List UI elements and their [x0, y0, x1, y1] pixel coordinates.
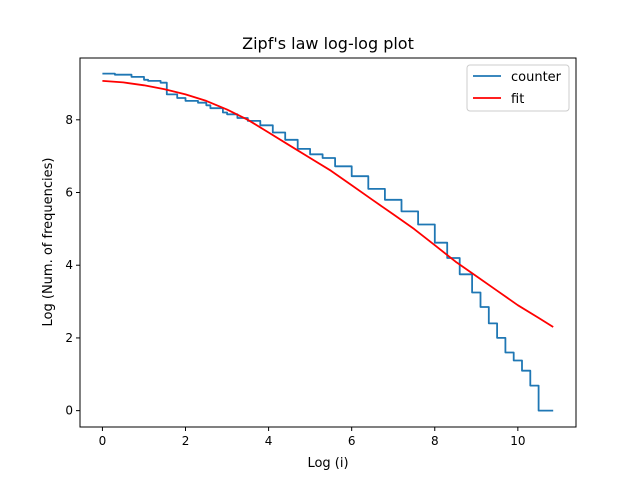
- x-tick-label: 6: [348, 434, 356, 448]
- x-tick-label: 8: [431, 434, 439, 448]
- legend-label-fit: fit: [511, 92, 524, 107]
- y-tick-label: 0: [65, 404, 73, 418]
- x-tick-label: 2: [182, 434, 190, 448]
- chart-title: Zipf's law log-log plot: [242, 34, 414, 53]
- plot-area: 0 2 4 6 8 10 0 2 4 6 8 counter fit: [65, 57, 577, 448]
- y-tick-label: 8: [65, 113, 73, 127]
- legend-label-counter: counter: [511, 70, 562, 85]
- series-line-counter: [102, 72, 554, 412]
- x-tick-label: 0: [99, 434, 107, 448]
- legend: counter fit: [466, 64, 570, 112]
- x-axis-label: Log (i): [307, 456, 348, 471]
- x-tick-label: 10: [510, 434, 525, 448]
- y-axis-label: Log (Num. of frequencies): [41, 158, 56, 327]
- y-tick-label: 2: [65, 331, 73, 345]
- x-tick-label: 4: [265, 434, 273, 448]
- series-line-fit: [102, 80, 554, 328]
- y-tick-label: 6: [65, 186, 73, 200]
- y-tick-label: 4: [65, 258, 73, 272]
- axes-frame: [79, 57, 577, 428]
